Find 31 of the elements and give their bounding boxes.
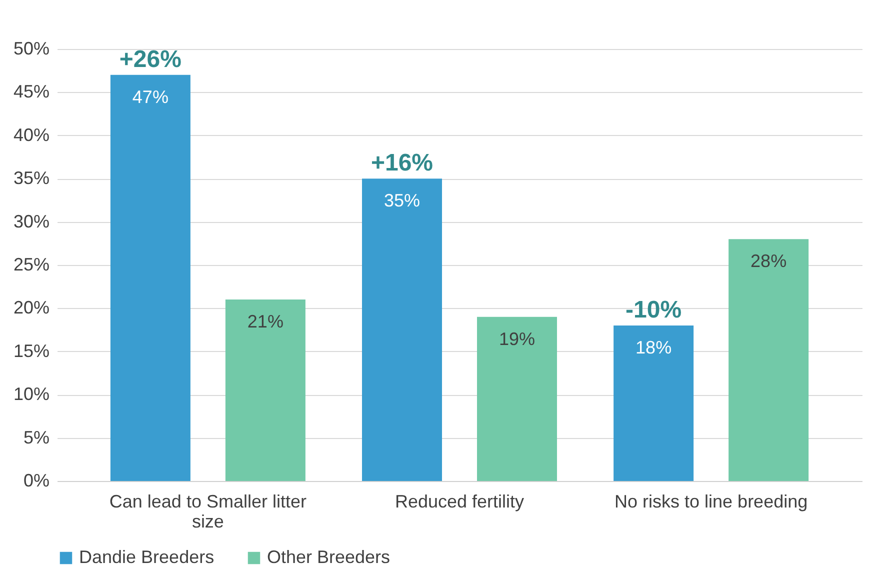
y-tick-label: 40% — [13, 124, 50, 145]
data-label: 28% — [750, 251, 787, 272]
data-label: 18% — [636, 337, 672, 358]
annotation: +26% — [119, 46, 182, 73]
y-tick-label: 45% — [13, 82, 50, 102]
y-tick-label: 50% — [13, 38, 50, 58]
legend-label: Dandie Breeders — [79, 547, 214, 567]
y-tick-label: 25% — [13, 254, 50, 274]
y-tick-label: 30% — [13, 211, 50, 232]
x-tick-label: Reduced fertility — [394, 492, 524, 512]
y-tick-label: 0% — [23, 470, 50, 490]
y-tick-label: 5% — [23, 427, 50, 448]
bar — [225, 300, 306, 481]
annotation: -10% — [626, 296, 682, 324]
y-tick-label: 35% — [13, 168, 50, 188]
x-tick-label: No risks to line breeding — [614, 492, 808, 512]
bar — [362, 178, 442, 481]
data-label: 21% — [247, 312, 284, 332]
legend-label: Other Breeders — [267, 547, 390, 567]
y-tick-label: 10% — [13, 384, 50, 404]
data-label: 47% — [132, 86, 168, 107]
bar — [110, 74, 190, 481]
bar — [614, 325, 694, 481]
data-label: 35% — [384, 190, 420, 211]
bar — [728, 239, 809, 481]
x-tick-label: Can lead to Smaller litter size — [109, 492, 306, 532]
bar — [477, 316, 557, 481]
data-label: 19% — [498, 328, 536, 349]
annotation: +16% — [370, 150, 434, 177]
y-tick-label: 20% — [13, 298, 50, 318]
y-tick-label: 15% — [13, 340, 50, 361]
